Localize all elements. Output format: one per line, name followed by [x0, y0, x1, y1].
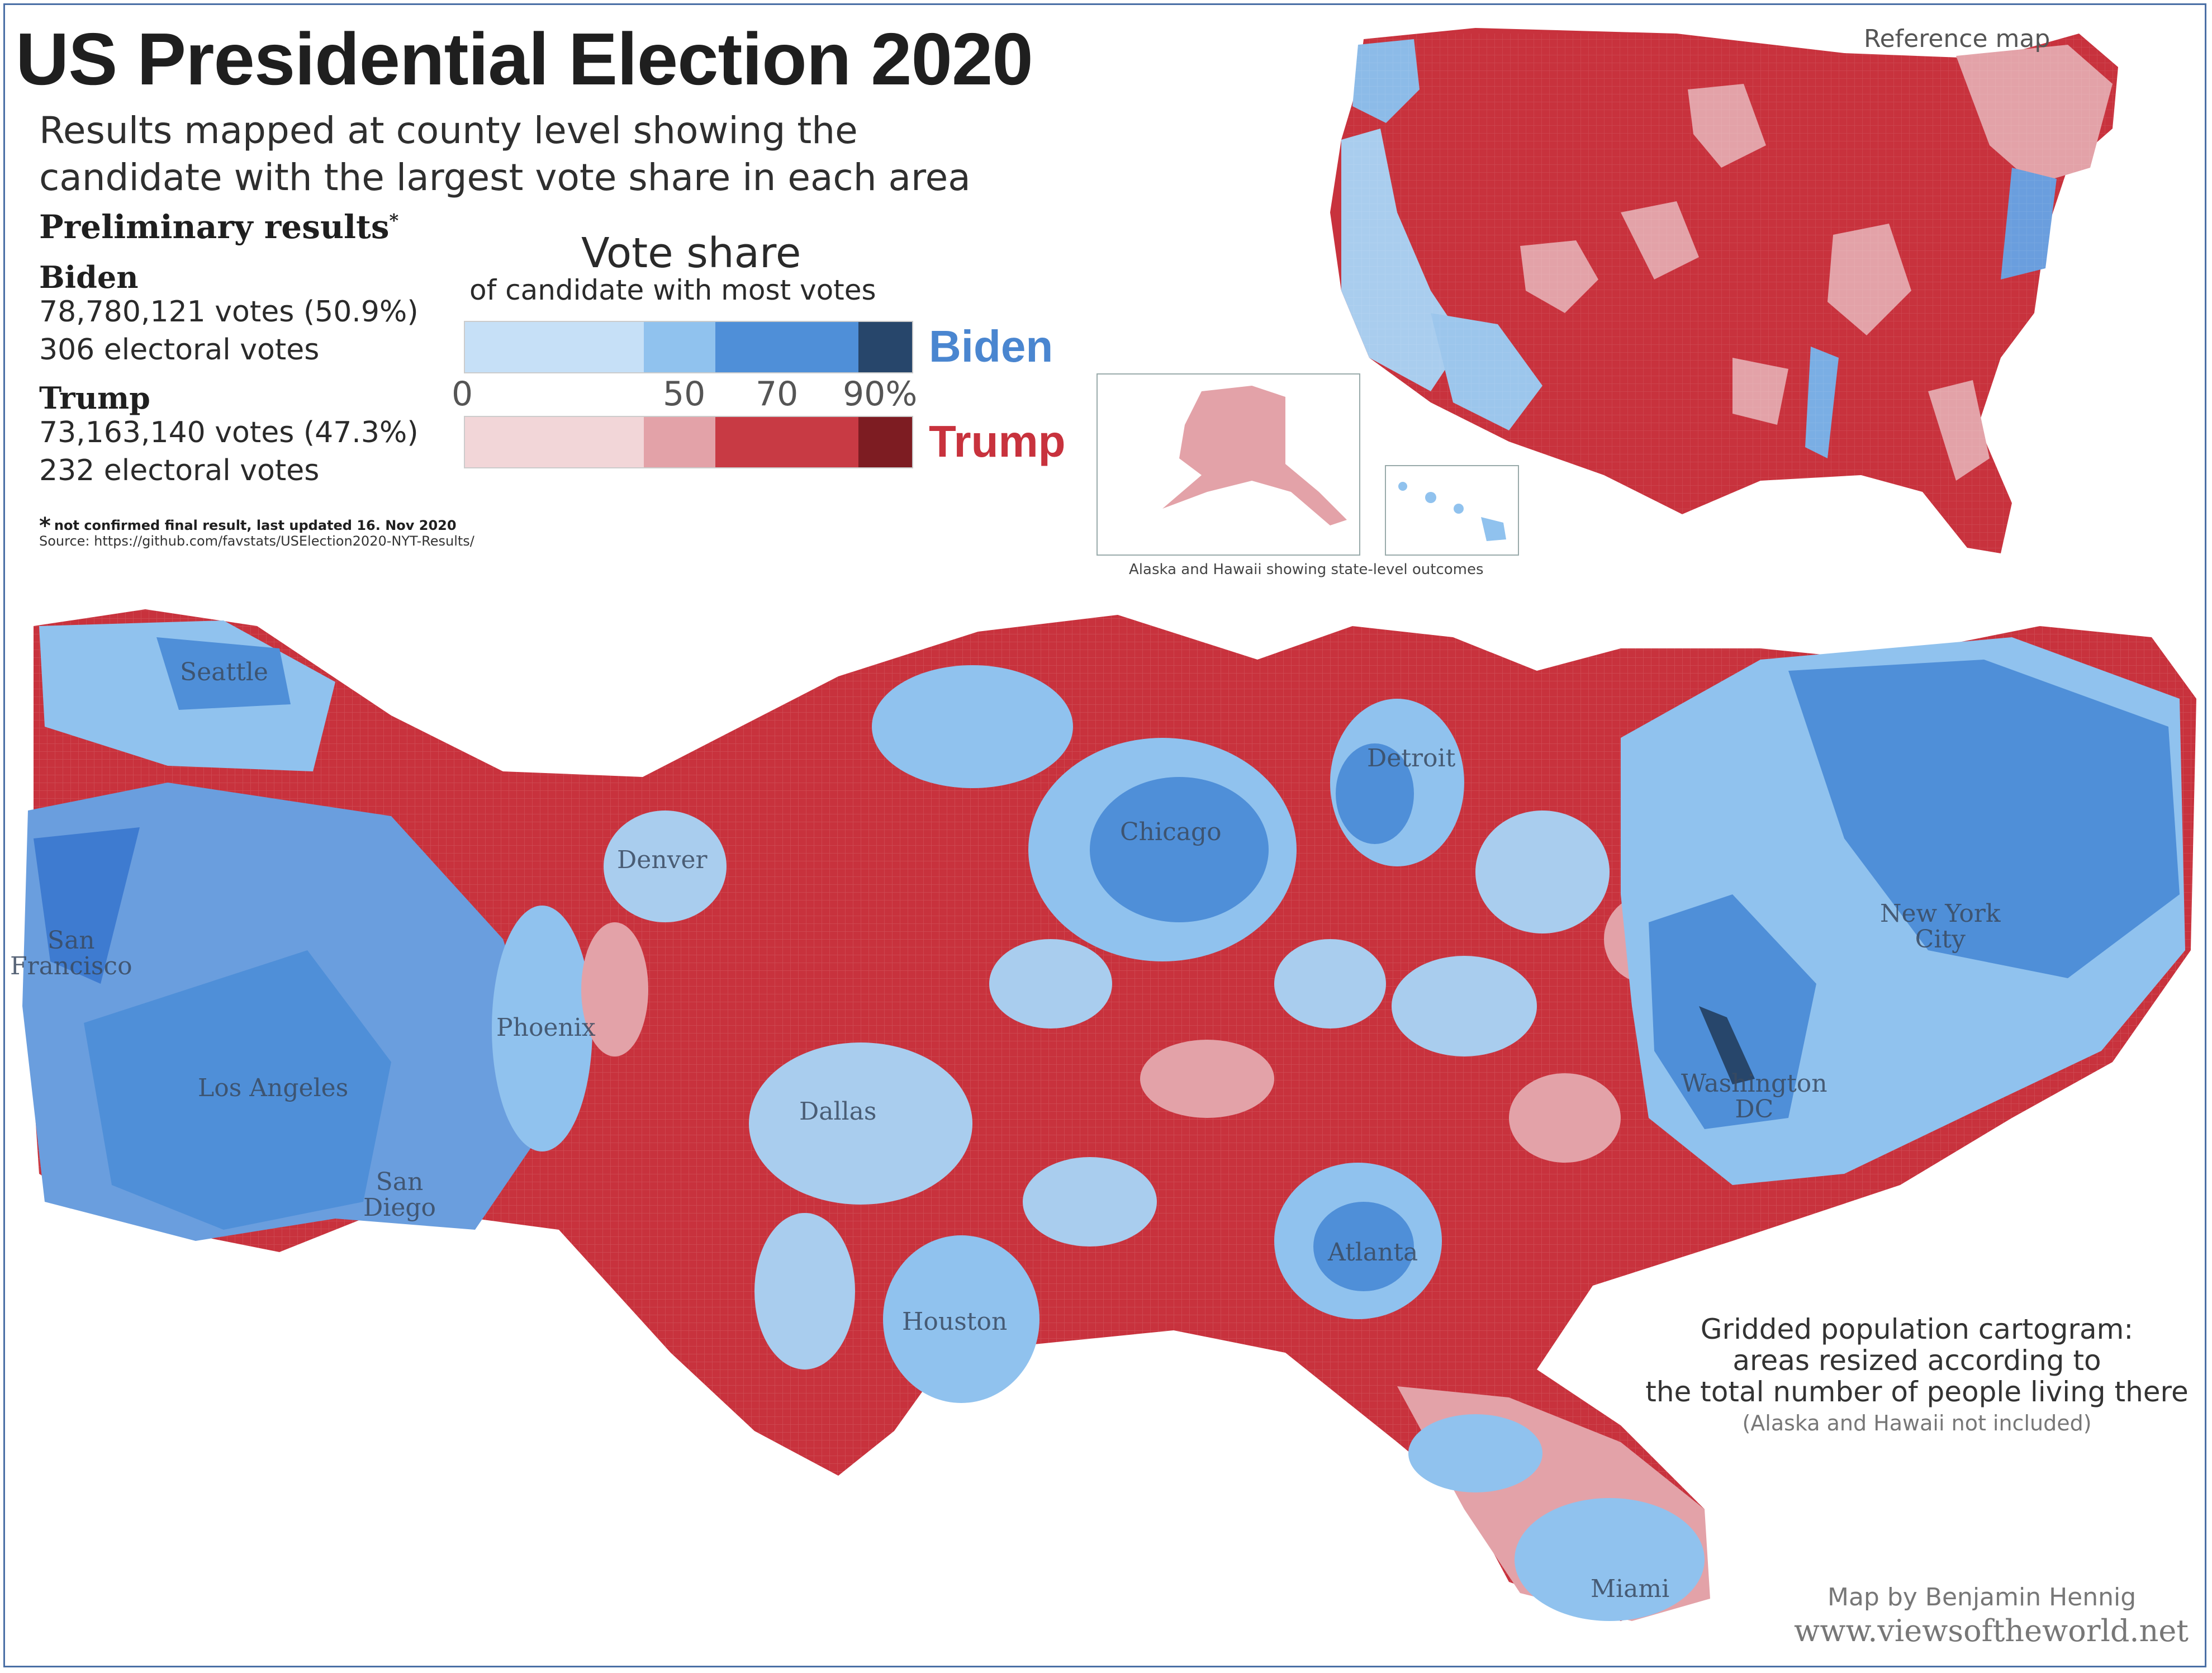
city-label-chicago: Chicago: [1120, 818, 1222, 846]
outer-frame: [3, 3, 2206, 1667]
subtitle-line-2: candidate with the largest vote share in…: [39, 156, 971, 199]
cartogram: [22, 604, 2202, 1638]
hawaii-inset: [1398, 482, 1506, 541]
preliminary-mark: *: [389, 210, 399, 231]
website: www.viewsoftheworld.net: [1794, 1613, 2189, 1648]
biden-swatch-50-70: [644, 322, 715, 372]
biden-votes: 78,780,121 votes (50.9%): [39, 295, 419, 329]
biden-electoral: 306 electoral votes: [39, 333, 320, 367]
biden-swatch-70-90: [715, 322, 858, 372]
city-label-san-diego: San Diego: [363, 1168, 436, 1222]
legend-biden-label: Biden: [929, 321, 1053, 371]
biden-swatch-0-50: [465, 322, 644, 372]
cartogram-note-line-1: Gridded population cartogram:: [1700, 1313, 2134, 1345]
city-label-detroit: Detroit: [1367, 744, 1456, 772]
city-label-houston: Houston: [902, 1307, 1008, 1336]
city-label-denver: Denver: [617, 846, 708, 874]
alaska-inset-box: [1096, 373, 1360, 556]
cartogram-note: Gridded population cartogram: areas resi…: [1632, 1314, 2202, 1439]
trump-electoral: 232 electoral votes: [39, 454, 320, 487]
legend-trump-label: Trump: [929, 416, 1066, 466]
city-label-washington-dc: Washington DC: [1681, 1069, 1827, 1124]
city-label-dallas: Dallas: [799, 1097, 877, 1126]
page-title: US Presidential Election 2020: [16, 18, 1033, 100]
legend-subtitle: of candidate with most votes: [469, 274, 876, 306]
city-label-phoenix: Phoenix: [496, 1013, 596, 1042]
trump-swatch-0-50: [465, 417, 644, 467]
footnote-text: not confirmed final result, last updated…: [54, 518, 457, 533]
footnote: * not confirmed final result, last update…: [39, 513, 457, 539]
city-label-new-york-city: New York City: [1880, 899, 2001, 954]
city-label-atlanta: Atlanta: [1328, 1238, 1418, 1267]
trump-swatch-90-100: [858, 417, 912, 467]
biden-color-ramp: [464, 321, 913, 373]
page-subtitle: Results mapped at county level showing t…: [39, 107, 971, 201]
cartogram-note-line-3: the total number of people living there: [1645, 1376, 2189, 1408]
reference-map: [1330, 28, 2118, 559]
biden-swatch-90-100: [858, 322, 912, 372]
legend-tick-50: 50: [663, 375, 706, 414]
legend-tick-0: 0: [452, 375, 473, 414]
trump-swatch-70-90: [715, 417, 858, 467]
city-label-los-angeles: Los Angeles: [198, 1074, 349, 1102]
alaska-inset: [1162, 386, 1347, 525]
source-citation: Source: https://github.com/favstats/USEl…: [39, 533, 474, 549]
credit: Map by Benjamin Hennig: [1827, 1583, 2137, 1612]
reference-map-label: Reference map: [1864, 25, 2050, 53]
trump-swatch-50-70: [644, 417, 715, 467]
city-label-miami: Miami: [1591, 1575, 1670, 1603]
alaska-hawaii-caption: Alaska and Hawaii showing state-level ou…: [1129, 561, 1484, 578]
subtitle-line-1: Results mapped at county level showing t…: [39, 109, 858, 152]
trump-votes: 73,163,140 votes (47.3%): [39, 416, 419, 449]
trump-name: Trump: [39, 380, 150, 416]
city-label-san-francisco: San Francisco: [10, 926, 132, 980]
preliminary-results-label: Preliminary results: [39, 208, 390, 246]
city-label-seattle: Seattle: [180, 658, 268, 686]
trump-color-ramp: [464, 416, 913, 468]
footnote-mark: *: [39, 513, 51, 539]
legend-tick-70: 70: [756, 375, 799, 414]
legend-title: Vote share: [581, 229, 801, 277]
biden-name: Biden: [39, 259, 139, 295]
preliminary-results-heading: Preliminary results*: [39, 208, 398, 246]
cartogram-note-line-4: (Alaska and Hawaii not included): [1742, 1411, 2092, 1435]
hawaii-inset-box: [1385, 465, 1519, 556]
cartogram-note-line-2: areas resized according to: [1732, 1344, 2101, 1377]
legend-tick-90: 90%: [843, 375, 918, 414]
